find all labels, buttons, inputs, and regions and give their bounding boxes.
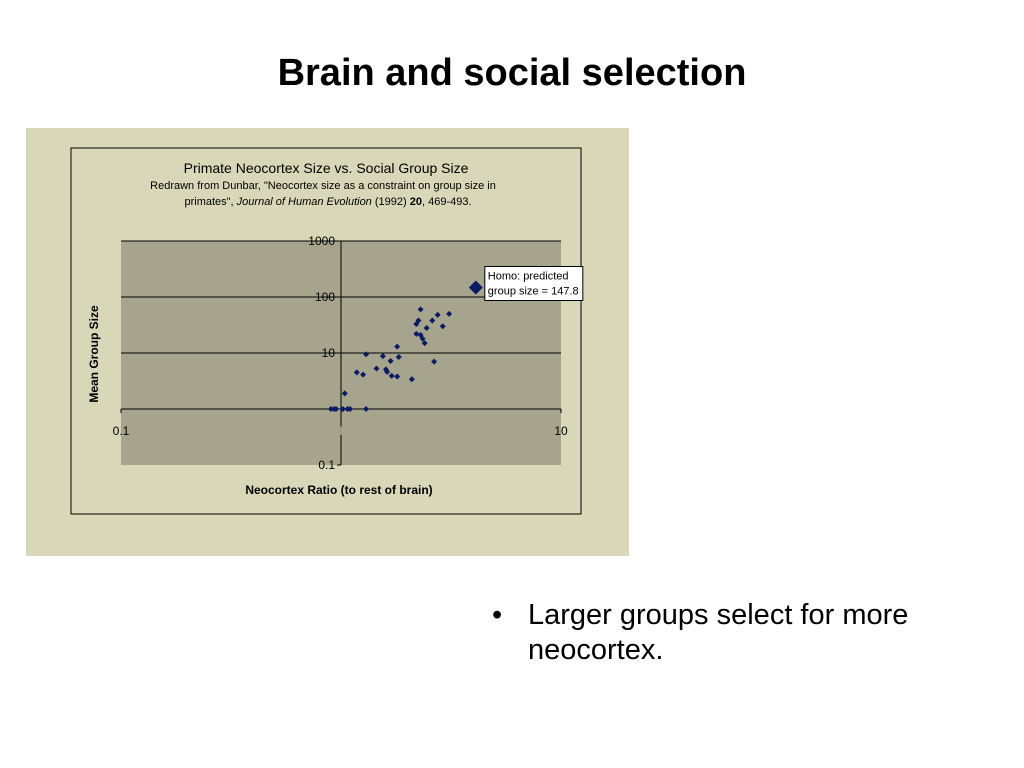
data-point-18: [395, 353, 402, 360]
data-point-14: [387, 357, 394, 364]
data-point-20: [408, 376, 415, 383]
data-point-9: [360, 371, 367, 378]
data-point-12: [379, 353, 386, 360]
data-point-6: [363, 406, 370, 412]
data-point-31: [434, 311, 441, 318]
data-point-29: [429, 317, 436, 324]
data-point-8: [353, 369, 360, 376]
scatter-chart: Primate Neocortex Size vs. Social Group …: [70, 147, 584, 515]
data-point-30: [431, 358, 438, 365]
bullet-list: • Larger groups select for more neocorte…: [490, 598, 910, 668]
data-point-26: [419, 335, 426, 342]
annotation-box: [484, 265, 584, 301]
data-point-27: [421, 340, 428, 347]
data-point-3: [339, 406, 346, 412]
data-point-33: [446, 310, 453, 317]
x-tick-label-0: 0.1: [113, 424, 130, 438]
tick-labels: 0.1 10 100 1000 0.1 1 10: [113, 234, 568, 472]
x-tick-label-1: 1: [338, 424, 345, 438]
data-point-32: [439, 323, 446, 330]
chart-subtitle-line-2: primates", Journal of Human Evolution (1…: [184, 196, 471, 208]
y-tick-label-2: 10: [322, 346, 336, 360]
x-tick-label-2: 10: [554, 424, 568, 438]
homo-point: [468, 280, 483, 295]
annotation-line-1: group size = 147.8: [488, 285, 579, 297]
bullet-item: • Larger groups select for more neocorte…: [490, 598, 910, 668]
chart-title: Primate Neocortex Size vs. Social Group …: [184, 160, 469, 176]
y-tick-label-4: 1000: [308, 234, 335, 248]
data-point-24: [417, 306, 424, 313]
y-tick-label-0: 0.1: [318, 458, 335, 472]
y-tick-label-3: 100: [315, 290, 335, 304]
data-point-19: [394, 373, 401, 380]
data-point-2: [333, 406, 340, 412]
chart-subtitle-line-1: Redrawn from Dunbar, "Neocortex size as …: [150, 180, 496, 192]
slide-title: Brain and social selection: [277, 52, 747, 94]
annotation-line-0: Homo: predicted: [488, 270, 569, 282]
data-point-0: [327, 406, 334, 412]
bullet-text: Larger groups select for more neocortex.: [528, 599, 909, 666]
data-point-23: [413, 330, 420, 337]
data-point-5: [347, 406, 354, 412]
data-point-15: [388, 372, 395, 379]
chart-panel: Primate Neocortex Size vs. Social Group …: [26, 128, 629, 556]
annotation: Homo: predicted group size = 147.8: [468, 265, 584, 301]
data-point-10: [363, 351, 370, 358]
y-axis-label: Mean Group Size: [87, 305, 101, 403]
data-points: [327, 306, 453, 412]
data-point-16: [382, 366, 389, 373]
data-point-17: [394, 343, 401, 350]
data-point-22: [415, 317, 422, 324]
x-axis-label: Neocortex Ratio (to rest of brain): [245, 483, 432, 497]
data-point-11: [373, 365, 380, 372]
data-point-7: [341, 390, 348, 397]
data-point-28: [423, 324, 430, 331]
bullet-marker: •: [492, 599, 503, 631]
